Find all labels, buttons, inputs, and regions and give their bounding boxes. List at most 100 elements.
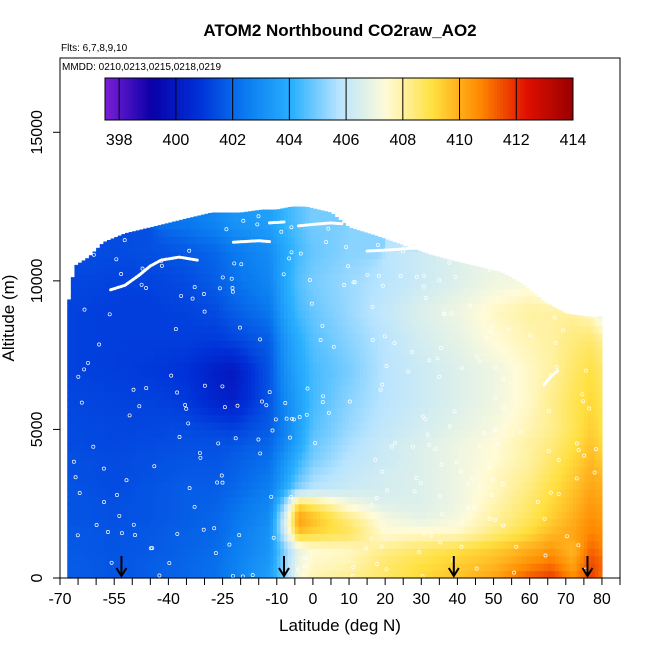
heatmap-cell [265, 503, 271, 512]
heatmap-cell [139, 340, 144, 349]
heatmap-cell [392, 459, 397, 468]
heatmap-cell [406, 399, 412, 408]
heatmap-cell [388, 392, 393, 401]
heatmap-cell [74, 288, 79, 297]
heatmap-cell [417, 288, 422, 297]
heatmap-cell [399, 347, 404, 356]
heatmap-cell [182, 340, 188, 349]
heatmap-cell [305, 340, 310, 349]
heatmap-cell [218, 303, 224, 312]
heatmap-cell [237, 429, 242, 438]
heatmap-cell [172, 332, 177, 341]
heatmap-cell [435, 370, 440, 379]
heatmap-cell [190, 466, 195, 475]
heatmap-cell [276, 228, 281, 237]
heatmap-cell [99, 288, 104, 297]
heatmap-cell [168, 251, 173, 260]
heatmap-cell [204, 213, 209, 215]
heatmap-cell [96, 555, 101, 564]
heatmap-cell [215, 422, 220, 431]
heatmap-cell [85, 444, 90, 453]
heatmap-cell [197, 251, 202, 260]
heatmap-cell [320, 258, 325, 267]
heatmap-cell [200, 481, 206, 490]
heatmap-cell [222, 407, 227, 416]
heatmap-cell [211, 370, 216, 379]
heatmap-cell [81, 384, 86, 393]
heatmap-cell [265, 474, 271, 483]
heatmap-cell [85, 399, 90, 408]
heatmap-cell [255, 526, 260, 535]
heatmap-cell [175, 407, 180, 416]
heatmap-cell [255, 459, 260, 468]
heatmap-cell [435, 555, 440, 564]
heatmap-cell [276, 488, 281, 497]
heatmap-cell [284, 266, 289, 275]
heatmap-cell [179, 399, 184, 408]
heatmap-cell [244, 533, 249, 542]
heatmap-cell [103, 422, 108, 431]
heatmap-cell [294, 429, 300, 438]
heatmap-cell [439, 414, 444, 423]
heatmap-cell [186, 459, 191, 468]
heatmap-cell [258, 518, 263, 527]
heatmap-cell [414, 488, 419, 497]
heatmap-cell [117, 533, 123, 542]
heatmap-cell [323, 370, 328, 379]
heatmap-cell [316, 273, 321, 282]
heatmap-cell [78, 451, 83, 460]
heatmap-cell [363, 488, 368, 497]
heatmap-cell [273, 496, 278, 505]
heatmap-cell [67, 325, 72, 334]
heatmap-cell [287, 555, 292, 564]
heatmap-cell [143, 273, 148, 282]
heatmap-cell [121, 303, 126, 312]
heatmap-cell [276, 325, 281, 334]
heatmap-cell [334, 503, 339, 512]
heatmap-cell [421, 422, 426, 431]
heatmap-cell [442, 288, 448, 297]
heatmap-cell [432, 540, 437, 549]
heatmap-cell [193, 429, 198, 438]
heatmap-cell [388, 310, 393, 319]
heatmap-cell [92, 451, 97, 460]
heatmap-cell [269, 563, 274, 572]
heatmap-cell [146, 474, 151, 483]
heatmap-cell [424, 355, 430, 364]
heatmap-cell [381, 511, 386, 520]
heatmap-cell [255, 496, 260, 505]
heatmap-cell [385, 407, 390, 416]
heatmap-cell [128, 232, 133, 237]
heatmap-cell [128, 332, 133, 341]
heatmap-cell [330, 570, 336, 579]
heatmap-cell [439, 466, 444, 475]
heatmap-cell [106, 488, 112, 497]
heatmap-cell [74, 466, 79, 475]
heatmap-cell [247, 310, 253, 319]
heatmap-cell [143, 518, 148, 527]
heatmap-cell [265, 555, 271, 564]
heatmap-cell [208, 466, 213, 475]
heatmap-cell [229, 540, 235, 549]
heatmap-cell [153, 422, 159, 431]
heatmap-cell [190, 526, 195, 535]
heatmap-cell [388, 384, 393, 393]
heatmap-cell [309, 548, 314, 557]
heatmap-cell [367, 570, 372, 579]
heatmap-cell [70, 548, 76, 557]
heatmap-cell [81, 318, 86, 327]
heatmap-cell [392, 488, 397, 497]
heatmap-cell [396, 496, 401, 505]
heatmap-cell [352, 503, 357, 512]
heatmap-cell [168, 511, 173, 520]
heatmap-cell [399, 466, 404, 475]
heatmap-cell [204, 332, 209, 341]
heatmap-cell [309, 310, 314, 319]
heatmap-cell [428, 488, 433, 497]
heatmap-cell [175, 236, 180, 245]
heatmap-cell [428, 481, 433, 490]
heatmap-cell [182, 533, 188, 542]
heatmap-cell [428, 288, 433, 297]
heatmap-cell [247, 214, 253, 223]
heatmap-cell [78, 340, 83, 349]
